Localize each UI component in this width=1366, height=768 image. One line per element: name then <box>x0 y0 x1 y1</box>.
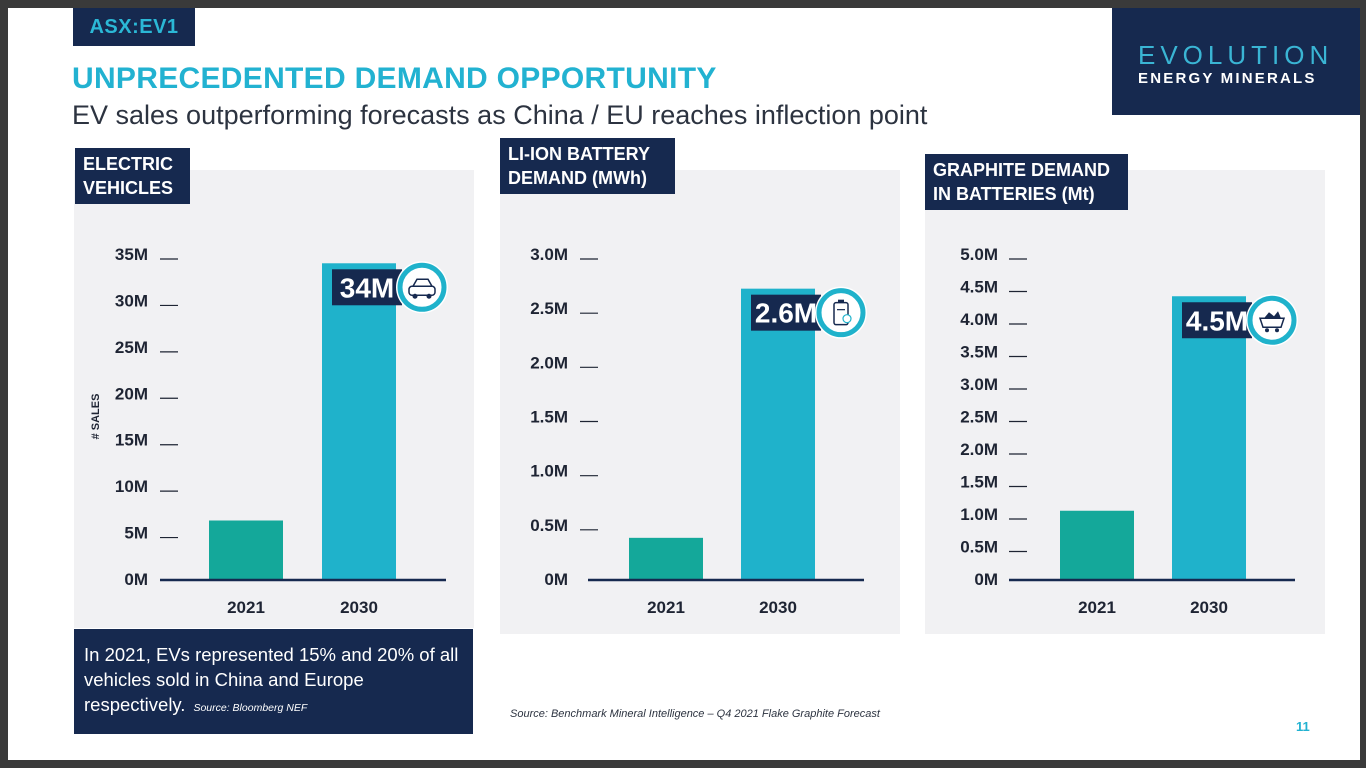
y-tick-label: 5.0M <box>960 245 998 264</box>
x-tick-label: 2030 <box>759 598 797 617</box>
y-tick-label: 20M <box>115 384 148 403</box>
x-tick-label: 2021 <box>647 598 685 617</box>
slide-title: UNPRECEDENTED DEMAND OPPORTUNITY <box>72 62 717 95</box>
icon-ring-bg <box>1246 294 1298 347</box>
value-callout: 2.6M <box>755 298 817 329</box>
y-tick-label: 0M <box>974 570 998 589</box>
y-tick-label: 25M <box>115 338 148 357</box>
ticker-badge: ASX:EV1 <box>73 8 195 46</box>
y-tick-label: 2.0M <box>530 353 568 372</box>
y-tick-label: 3.0M <box>960 375 998 394</box>
y-tick-label: 10M <box>115 477 148 496</box>
icon-ring <box>397 262 447 312</box>
bar-2021 <box>209 520 283 579</box>
y-tick-label: 0M <box>544 570 568 589</box>
y-tick-label: 3.5M <box>960 343 998 362</box>
x-tick-label: 2021 <box>227 598 265 617</box>
y-axis-title: # SALES <box>90 394 102 440</box>
ev-chart-title-line-2: VEHICLES <box>83 178 174 198</box>
company-logo: EVOLUTION ENERGY MINERALS <box>1112 8 1360 115</box>
ev-sales-chart-panel: 0M 5M 10M 15M 20M 25M 30M 35M # SALES 2021 2030 34M… <box>74 148 474 628</box>
chart-source: Source: Benchmark Mineral Intelligence –… <box>510 708 880 720</box>
graphite-chart-title-line-2: IN BATTERIES (Mt) <box>933 184 1095 204</box>
y-tick-label: 4.0M <box>960 310 998 329</box>
icon-ring-bg <box>396 261 448 314</box>
ev-share-note: In 2021, EVs represented 15% and 20% of … <box>74 629 473 734</box>
graphite-demand-chart-panel: 0M 0.5M 1.0M 1.5M 2.0M 2.5M 3.0M 3.5M 4.0M 4.5M 5.… <box>925 154 1325 634</box>
bar-2030 <box>741 288 815 579</box>
y-tick-label: 5M <box>124 524 148 543</box>
y-tick-label: 0.5M <box>530 516 568 535</box>
y-tick-label: 2.5M <box>530 299 568 318</box>
y-tick-label: 2.5M <box>960 408 998 427</box>
bar-2030 <box>322 263 396 579</box>
slide-subtitle: EV sales outperforming forecasts as Chin… <box>72 100 928 130</box>
battery-demand-chart-panel: 0M 0.5M 1.0M 1.5M 2.0M 2.5M 3.0M 2021 2030 2.6M L… <box>500 138 900 634</box>
y-tick-label: 35M <box>115 245 148 264</box>
logo-line-1: EVOLUTION <box>1138 40 1334 70</box>
y-tick-label: 0M <box>124 570 148 589</box>
y-tick-label: 2.0M <box>960 440 998 459</box>
y-tick-label: 30M <box>115 291 148 310</box>
bar-2030 <box>1172 296 1246 579</box>
y-tick-label: 4.5M <box>960 278 998 297</box>
value-callout: 4.5M <box>1186 305 1248 336</box>
logo-line-2: ENERGY MINERALS <box>1138 70 1317 87</box>
battery-chart-title-line-1: LI-ION BATTERY <box>508 144 650 164</box>
y-tick-label: 1.0M <box>960 505 998 524</box>
icon-ring <box>1247 295 1297 345</box>
ev-share-note-text: In 2021, EVs represented 15% and 20% of … <box>84 644 459 715</box>
x-tick-label: 2030 <box>1190 598 1228 617</box>
icon-ring <box>816 288 866 338</box>
ev-sales-chart: 0M 5M 10M 15M 20M 25M 30M 35M # SALES 2021 2030 34M <box>90 245 448 617</box>
x-tick-label: 2021 <box>1078 598 1116 617</box>
y-tick-label: 0.5M <box>960 538 998 557</box>
battery-chart-title-line-2: DEMAND (MWh) <box>508 168 647 188</box>
value-callout-box <box>332 269 402 306</box>
ev-share-note-source: Source: Bloomberg NEF <box>193 702 308 714</box>
value-callout-box <box>1182 302 1252 339</box>
x-tick-label: 2030 <box>340 598 378 617</box>
battery-demand-chart: 0M 0.5M 1.0M 1.5M 2.0M 2.5M 3.0M 2021 2030 2.6M <box>530 245 867 617</box>
ev-chart-title-line-1: ELECTRIC <box>83 154 173 174</box>
icon-ring-bg <box>815 286 867 339</box>
value-callout-box <box>751 294 821 331</box>
y-tick-label: 1.5M <box>960 473 998 492</box>
mining-cart-icon <box>1258 311 1286 333</box>
y-tick-label: 1.0M <box>530 462 568 481</box>
battery-chart-title: LI-ION BATTERY DEMAND (MWh) <box>500 138 675 194</box>
y-tick-label: 1.5M <box>530 408 568 427</box>
bar-2021 <box>629 537 703 579</box>
page-number: 11 <box>1296 719 1310 734</box>
ev-chart-title: ELECTRIC VEHICLES <box>75 148 190 204</box>
value-callout: 34M <box>340 272 394 303</box>
graphite-chart-title-line-1: GRAPHITE DEMAND <box>933 160 1111 180</box>
y-tick-label: 3.0M <box>530 245 568 264</box>
graphite-demand-chart: 0M 0.5M 1.0M 1.5M 2.0M 2.5M 3.0M 3.5M 4.0M 4.5M 5.… <box>960 245 1298 617</box>
bar-2021 <box>1060 510 1134 579</box>
y-tick-label: 15M <box>115 431 148 450</box>
electric-car-icon <box>408 278 436 299</box>
battery-icon <box>833 299 852 326</box>
graphite-chart-title: GRAPHITE DEMAND IN BATTERIES (Mt) <box>925 154 1128 210</box>
slide: ASX:EV1 EVOLUTION ENERGY MINERALS UNPREC… <box>8 8 1360 760</box>
